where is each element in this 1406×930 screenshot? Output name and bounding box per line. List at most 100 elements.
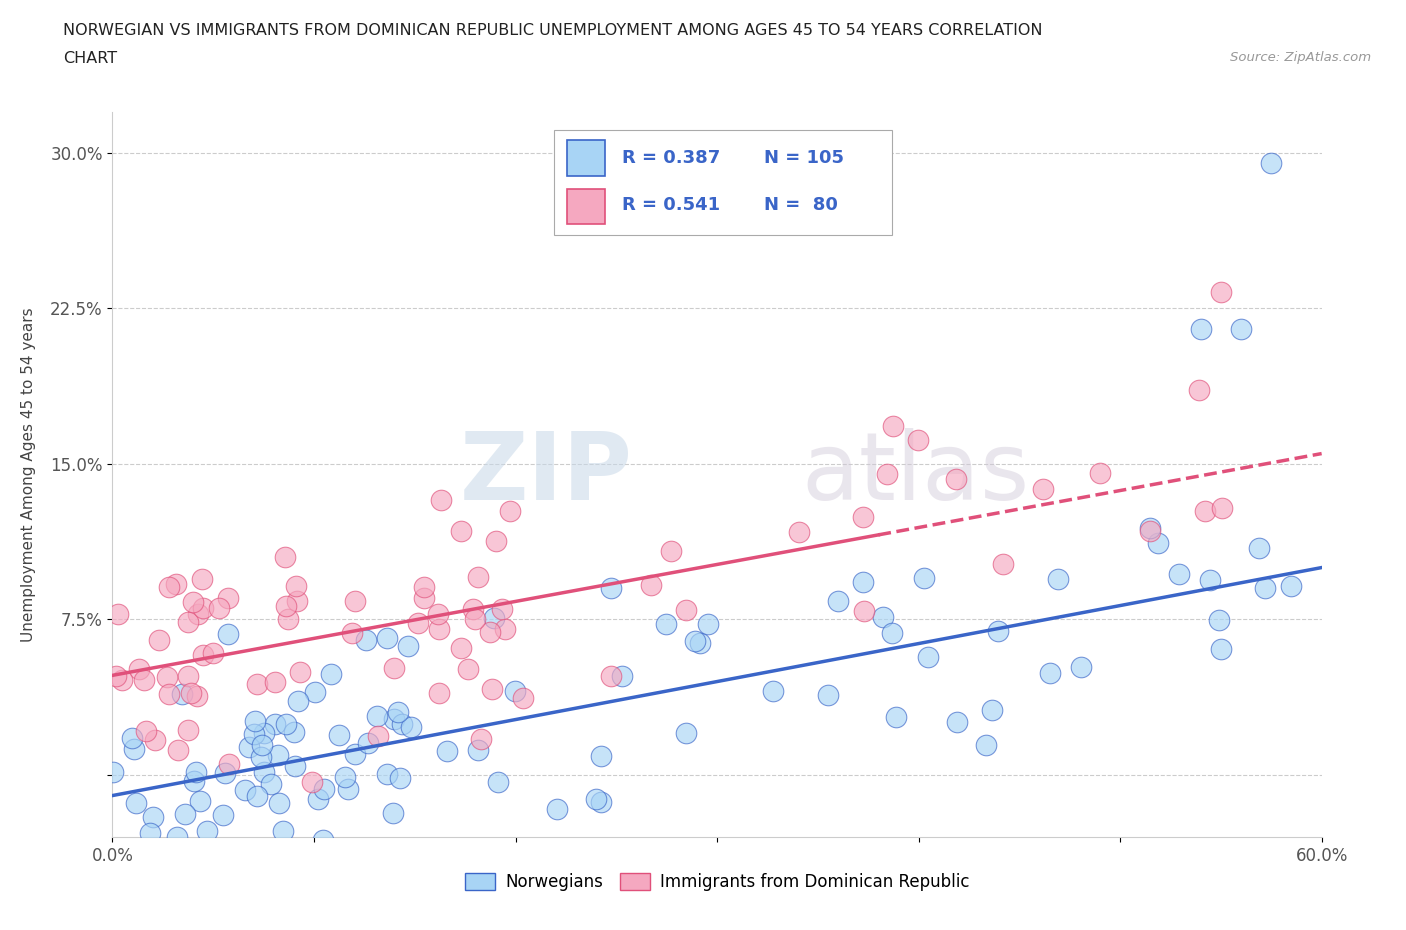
Point [880,625,903,640]
Point [503,684,526,698]
Point [1260,156,1282,171]
Point [191,647,214,662]
Point [852,574,875,589]
Point [191,601,214,616]
Point [413,591,436,606]
Point [1070,659,1092,674]
Point [485,533,508,548]
Point [467,569,489,584]
Legend: Norwegians, Immigrants from Dominican Republic: Norwegians, Immigrants from Dominican Re… [458,866,976,897]
Point [135,724,157,738]
Point [675,603,697,618]
Point [499,503,522,518]
Point [277,612,299,627]
Point [143,733,166,748]
Point [343,593,366,608]
Point [243,726,266,741]
Point [307,792,329,807]
Point [260,777,283,791]
Point [463,602,485,617]
Point [457,661,479,676]
Point [1209,285,1232,299]
Point [464,612,486,627]
Point [107,606,129,621]
Point [271,824,294,839]
Point [246,676,269,691]
Point [217,591,239,605]
Point [974,737,997,752]
Point [288,664,311,679]
Point [284,578,307,593]
Point [191,571,214,586]
Point [184,764,207,779]
Point [436,743,458,758]
Text: Source: ZipAtlas.com: Source: ZipAtlas.com [1230,51,1371,64]
Point [1046,572,1069,587]
Point [157,580,180,595]
Point [387,704,409,719]
Point [132,672,155,687]
Point [1279,578,1302,593]
Point [166,743,188,758]
Point [382,711,405,726]
Point [876,467,898,482]
Point [238,739,260,754]
Point [321,667,343,682]
Point [124,796,146,811]
Point [1139,524,1161,538]
Point [101,764,124,779]
Text: atlas: atlas [801,429,1031,520]
Point [217,626,239,641]
Point [981,702,1004,717]
Point [253,726,276,741]
Point [250,750,273,764]
Point [342,625,364,640]
Point [787,525,810,539]
Point [357,736,380,751]
Point [375,631,398,645]
Text: ZIP: ZIP [460,429,633,520]
Point [689,636,711,651]
Point [659,544,682,559]
Point [399,720,422,735]
Point [344,747,367,762]
Point [591,794,613,809]
Point [512,691,534,706]
Point [827,594,849,609]
Point [180,685,202,700]
Point [284,759,307,774]
Point [406,616,429,631]
Point [600,580,623,595]
Point [366,709,388,724]
Point [882,419,904,434]
Point [1194,504,1216,519]
Point [111,672,134,687]
Point [208,601,231,616]
Point [612,668,634,683]
Point [108,876,131,891]
Point [285,594,308,609]
Point [1254,580,1277,595]
Point [148,632,170,647]
Point [156,670,179,684]
Point [201,645,224,660]
Point [312,782,335,797]
Point [287,694,309,709]
Point [264,716,287,731]
Point [105,669,128,684]
Point [1230,322,1253,337]
Point [312,832,335,847]
Point [174,807,197,822]
Point [430,493,453,508]
Point [427,607,450,622]
Point [157,686,180,701]
Point [450,524,472,538]
Point [304,685,326,700]
Point [337,781,360,796]
Point [121,730,143,745]
Point [388,770,411,785]
Text: NORWEGIAN VS IMMIGRANTS FROM DOMINICAN REPUBLIC UNEMPLOYMENT AMONG AGES 45 TO 54: NORWEGIAN VS IMMIGRANTS FROM DOMINICAN R… [63,23,1043,38]
Point [246,788,269,803]
Point [283,724,305,739]
Point [482,611,505,626]
